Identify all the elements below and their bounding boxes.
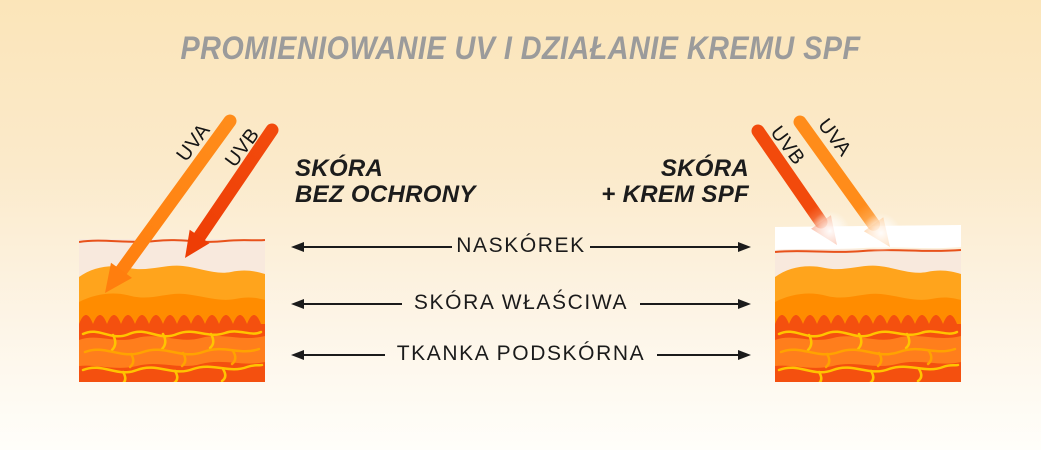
arrow-right-icon xyxy=(738,299,752,309)
uv-rays-blocked xyxy=(751,115,901,253)
arrow-left-icon xyxy=(291,299,304,309)
uva-arrowhead-icon xyxy=(105,262,132,293)
connector-line xyxy=(304,302,402,306)
arrow-left-icon xyxy=(291,350,304,360)
blood-vessels xyxy=(777,330,960,382)
right-heading-line1: SKÓRA xyxy=(660,155,749,182)
connector-line xyxy=(589,245,738,249)
connector-line xyxy=(657,353,738,357)
uvb-ray-arrow xyxy=(193,123,279,243)
uva-ray-arrow xyxy=(793,115,881,231)
uv-rays-unprotected xyxy=(105,114,279,293)
layer-label-text: SKÓRA WŁAŚCIWA xyxy=(413,291,629,314)
layer-label-row-subcutaneous: TKANKA PODSKÓRNA xyxy=(291,342,751,366)
blood-vessels xyxy=(81,330,264,382)
arrow-right-icon xyxy=(738,350,751,360)
right-diagram-heading: SKÓRA + KREM SPF xyxy=(601,156,749,208)
right-heading-line2: + KREM SPF xyxy=(601,181,749,208)
layer-label-row-epidermis: NASKÓREK xyxy=(291,234,751,258)
skin-cross-section-unprotected-illustration xyxy=(79,239,265,382)
uvb-arrowhead-icon xyxy=(185,229,210,258)
arrow-left-icon xyxy=(291,242,304,252)
layer-label-text: TKANKA PODSKÓRNA xyxy=(396,342,646,365)
left-heading-line2: BEZ OCHRONY xyxy=(295,181,476,208)
arrow-right-icon xyxy=(738,242,751,252)
skin-surface-line xyxy=(775,249,961,253)
connector-line xyxy=(304,245,453,249)
left-diagram-heading: SKÓRA BEZ OCHRONY xyxy=(295,156,476,208)
skin-surface-line xyxy=(79,239,265,243)
layer-label-text: NASKÓREK xyxy=(456,234,586,257)
layer-label-row-dermis: SKÓRA WŁAŚCIWA xyxy=(291,291,752,315)
cream-block-glow xyxy=(810,211,850,251)
left-heading-line1: SKÓRA xyxy=(295,155,384,182)
cream-block-glow xyxy=(861,213,901,253)
connector-line xyxy=(640,302,739,306)
page-title: PROMIENIOWANIE UV I DZIAŁANIE KREMU SPF xyxy=(180,30,861,66)
connector-line xyxy=(304,353,385,357)
uvb-ray-arrow xyxy=(751,124,828,229)
uva-ray-arrow xyxy=(115,114,237,277)
